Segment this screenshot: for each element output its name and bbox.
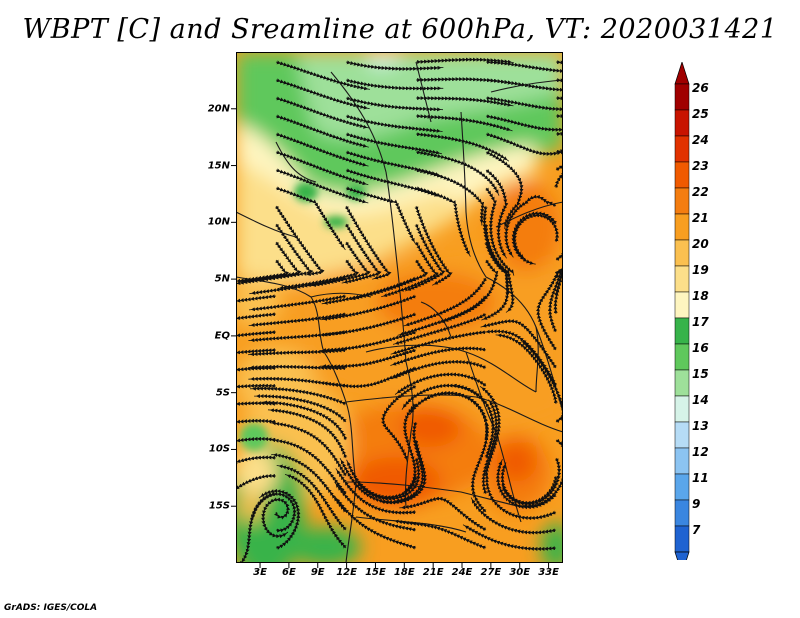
lon-label: 21E — [422, 567, 444, 578]
wbpt-streamline-map — [231, 52, 563, 568]
lon-label: 18E — [393, 567, 415, 578]
streamline — [485, 96, 563, 112]
lat-label: 5N — [214, 273, 230, 285]
streamline — [462, 524, 557, 551]
colorbar-swatch — [674, 395, 690, 423]
colorbar-swatch — [674, 187, 690, 215]
chart-title: WBPT [C] and Sreamline at 600hPa, VT: 20… — [22, 14, 778, 45]
streamline — [555, 149, 563, 154]
colorbar-swatch — [674, 83, 690, 111]
colorbar-swatch — [674, 213, 690, 241]
colorbar-label: 18 — [692, 289, 709, 303]
streamline — [512, 213, 560, 260]
colorbar-swatch — [674, 499, 690, 527]
colorbar-swatch — [674, 161, 690, 189]
colorbar-label: 7 — [692, 523, 701, 537]
lon-label: 15E — [365, 567, 386, 578]
colorbar-label: 19 — [692, 263, 709, 277]
axis-ticks — [231, 108, 550, 568]
streamline — [555, 165, 563, 172]
colorbar-svg — [674, 60, 690, 576]
streamline — [555, 78, 563, 83]
colorbar-swatch — [674, 447, 690, 475]
streamline — [284, 474, 347, 549]
colorbar-swatch — [674, 317, 690, 345]
map-panel — [231, 52, 563, 568]
streamline — [555, 252, 563, 262]
colorbar-label: 14 — [692, 393, 709, 407]
streamline — [555, 131, 563, 137]
colorbar-swatch — [674, 109, 690, 137]
lat-label: 10N — [207, 216, 230, 228]
colorbar-label: 12 — [692, 445, 709, 459]
streamlines — [236, 57, 563, 563]
streamline — [485, 114, 563, 132]
streamline — [415, 168, 485, 226]
lon-label: 12E — [336, 567, 357, 578]
colorbar-label: 15 — [692, 367, 709, 381]
streamline — [485, 132, 563, 156]
colorbar-top-arrow — [674, 60, 690, 85]
lat-label: 15S — [208, 500, 230, 512]
colorbar-swatch — [674, 421, 690, 449]
colorbar-label: 20 — [692, 237, 709, 251]
streamline — [236, 455, 277, 464]
colorbar-label: 25 — [692, 107, 709, 121]
streamline — [345, 96, 444, 112]
colorbar-label: 23 — [692, 159, 709, 173]
colorbar-swatch — [674, 239, 690, 267]
colorbar-label: 13 — [692, 419, 709, 433]
lat-label: 5S — [215, 387, 230, 399]
streamline — [555, 60, 563, 65]
colorbar-label: 16 — [692, 341, 709, 355]
colorbar-bottom-arrow — [674, 551, 690, 576]
lon-label: 27E — [480, 567, 502, 578]
colorbar-label: 21 — [692, 211, 709, 225]
lon-label: 30E — [509, 567, 531, 578]
lon-label: 33E — [538, 567, 559, 578]
lon-label: 24E — [451, 567, 473, 578]
streamline — [555, 96, 563, 101]
colorbar-label: 9 — [692, 497, 701, 511]
colorbar-swatch — [674, 343, 690, 371]
map-frame — [236, 52, 563, 563]
lat-label: 20N — [207, 103, 230, 115]
lon-label: 3E — [253, 567, 267, 578]
lon-label: 9E — [310, 567, 325, 578]
lat-label: 15N — [207, 160, 230, 172]
colorbar-swatch — [674, 265, 690, 293]
streamline — [415, 186, 471, 257]
colorbar-label: 17 — [692, 315, 709, 329]
colorbar-label: 26 — [692, 81, 709, 95]
colorbar-swatch — [674, 135, 690, 163]
colorbar-label: 11 — [692, 471, 709, 485]
lat-label: EQ — [214, 330, 230, 342]
colorbar-swatch — [674, 369, 690, 397]
colorbar-swatch — [674, 291, 690, 319]
streamline — [485, 60, 563, 73]
colorbar-label: 22 — [692, 185, 709, 199]
streamline — [248, 376, 347, 388]
lat-label: 10S — [208, 443, 230, 455]
streamline — [236, 473, 277, 490]
colorbar-label: 24 — [692, 133, 709, 147]
footer-credit: GrADS: IGES/COLA — [4, 603, 98, 613]
lon-label: 6E — [281, 567, 296, 578]
colorbar-swatch — [674, 525, 690, 553]
streamline — [485, 78, 563, 92]
colorbar — [670, 60, 694, 576]
streamline — [345, 78, 444, 91]
colorbar-swatch — [674, 473, 690, 501]
streamline — [345, 60, 444, 71]
streamline — [554, 171, 563, 189]
